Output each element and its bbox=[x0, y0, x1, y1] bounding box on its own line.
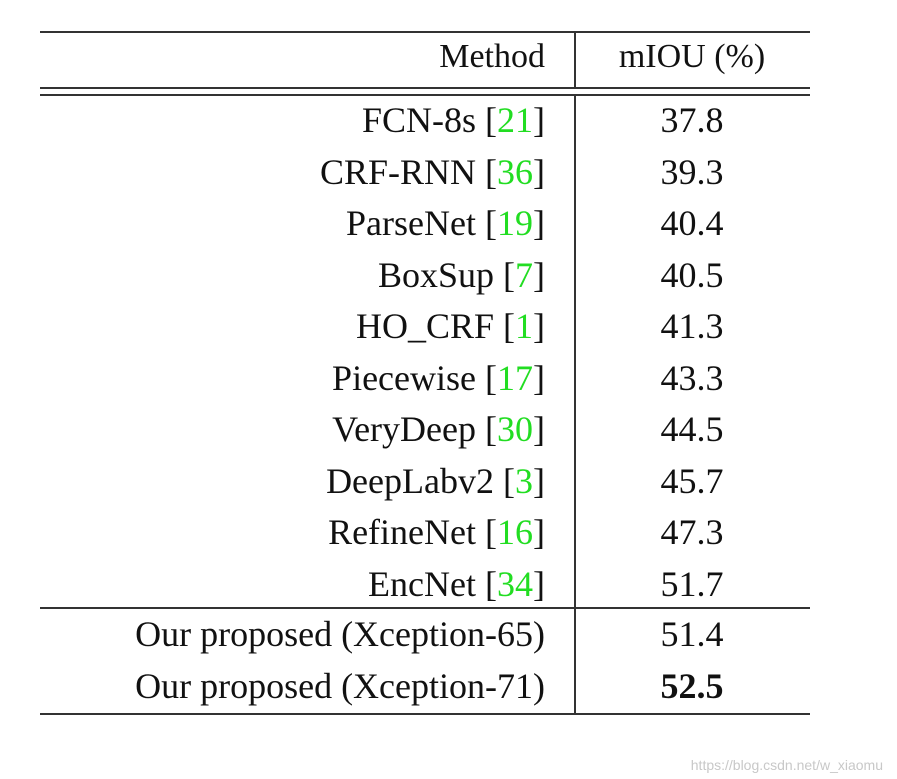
method-name: ParseNet bbox=[346, 203, 485, 243]
method-cell: HO_CRF [1] bbox=[356, 304, 545, 348]
header-rule bbox=[40, 94, 810, 96]
method-name: CRF-RNN bbox=[319, 151, 485, 192]
bracket: ] bbox=[533, 100, 545, 140]
bracket: ] bbox=[533, 151, 545, 192]
method-cell: VeryDeep [30] bbox=[332, 407, 545, 451]
citation: 30 bbox=[497, 409, 533, 449]
header-rule bbox=[40, 87, 810, 89]
bracket: ] bbox=[533, 563, 545, 604]
bracket: ] bbox=[533, 512, 545, 552]
bracket: [ bbox=[485, 512, 497, 552]
method-cell: RefineNet [16] bbox=[328, 510, 545, 554]
method-cell: Our proposed (Xception-71) bbox=[135, 664, 545, 708]
header-miou: mIOU (%) bbox=[618, 38, 766, 75]
citation: 17 bbox=[497, 357, 533, 398]
miou-value: 40.4 bbox=[660, 203, 724, 243]
column-divider bbox=[574, 94, 576, 715]
bracket: [ bbox=[485, 203, 497, 243]
citation: 16 bbox=[497, 512, 533, 552]
bracket: ] bbox=[533, 254, 545, 295]
bracket: ] bbox=[533, 357, 545, 398]
citation: 3 bbox=[515, 460, 533, 501]
bracket: [ bbox=[485, 409, 497, 449]
bracket: [ bbox=[485, 357, 497, 398]
miou-value: 44.5 bbox=[660, 409, 724, 449]
method-cell: EncNet [34] bbox=[368, 562, 545, 606]
method-name: EncNet bbox=[368, 563, 485, 604]
method-name: FCN-8s bbox=[361, 100, 485, 140]
citation: 34 bbox=[497, 563, 533, 604]
method-name: RefineNet bbox=[328, 512, 485, 552]
citation: 7 bbox=[515, 254, 533, 295]
method-cell: DeepLabv2 [3] bbox=[326, 459, 545, 503]
bracket: ] bbox=[533, 306, 545, 346]
watermark: https://blog.csdn.net/w_xiaomu bbox=[690, 757, 883, 773]
method-name: DeepLabv2 bbox=[326, 460, 503, 501]
miou-value: 40.5 bbox=[660, 254, 724, 295]
citation: 19 bbox=[497, 203, 533, 243]
method-cell: Our proposed (Xception-65) bbox=[135, 612, 545, 656]
column-divider bbox=[574, 31, 576, 89]
bracket: ] bbox=[533, 203, 545, 243]
method-cell: Piecewise [17] bbox=[332, 356, 545, 400]
bracket: [ bbox=[503, 306, 515, 346]
bottom-rule bbox=[40, 713, 810, 715]
method-cell: ParseNet [19] bbox=[346, 201, 545, 245]
miou-value: 45.7 bbox=[660, 460, 724, 501]
citation: 1 bbox=[515, 306, 533, 346]
method-name: VeryDeep bbox=[332, 409, 485, 449]
bracket: [ bbox=[485, 151, 497, 192]
citation: 21 bbox=[497, 100, 533, 140]
miou-value: 39.3 bbox=[660, 151, 724, 192]
method-name: BoxSup bbox=[377, 254, 503, 295]
citation: 36 bbox=[497, 151, 533, 192]
miou-value: 47.3 bbox=[660, 512, 724, 552]
miou-value: 52.5 bbox=[660, 666, 724, 706]
method-cell: CRF-RNN [36] bbox=[320, 150, 545, 194]
miou-value: 51.4 bbox=[660, 614, 724, 654]
bracket: [ bbox=[503, 460, 515, 501]
header-method: Method bbox=[439, 38, 545, 75]
method-cell: FCN-8s [21] bbox=[362, 98, 545, 142]
method-name: Our proposed (Xception-71) bbox=[135, 666, 545, 706]
method-name: HO_CRF bbox=[355, 306, 503, 346]
miou-value: 51.7 bbox=[660, 563, 724, 604]
method-name: Our proposed (Xception-65) bbox=[135, 614, 545, 654]
method-name: Piecewise bbox=[332, 357, 485, 398]
top-rule bbox=[40, 31, 810, 33]
bracket: [ bbox=[485, 100, 497, 140]
bracket: [ bbox=[503, 254, 515, 295]
miou-value: 37.8 bbox=[660, 100, 724, 140]
miou-value: 41.3 bbox=[660, 306, 724, 346]
miou-value: 43.3 bbox=[660, 357, 724, 398]
bracket: ] bbox=[533, 460, 545, 501]
bracket: ] bbox=[533, 409, 545, 449]
method-cell: BoxSup [7] bbox=[378, 253, 545, 297]
group-rule bbox=[40, 607, 810, 609]
bracket: [ bbox=[485, 563, 497, 604]
